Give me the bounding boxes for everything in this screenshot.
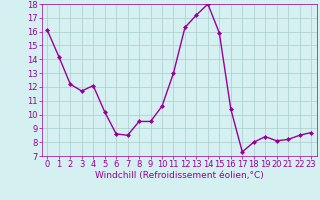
X-axis label: Windchill (Refroidissement éolien,°C): Windchill (Refroidissement éolien,°C) (95, 171, 264, 180)
